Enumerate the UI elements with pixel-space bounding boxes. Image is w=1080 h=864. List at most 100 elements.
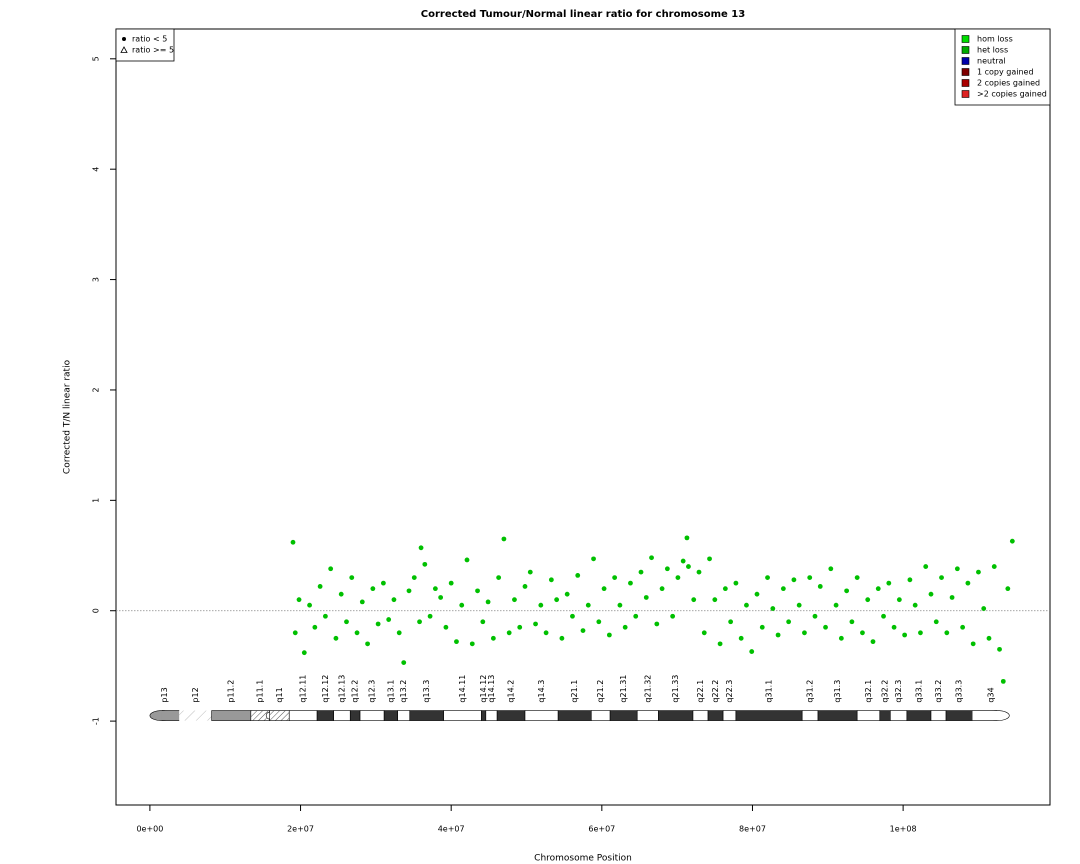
data-point <box>970 641 976 647</box>
ideogram-band <box>856 710 881 721</box>
band-label: q21.32 <box>643 675 652 703</box>
data-point <box>939 575 944 581</box>
band-label: q32.2 <box>881 680 890 703</box>
data-point <box>860 630 865 636</box>
ideogram-band <box>557 710 592 721</box>
data-point <box>1005 586 1011 592</box>
data-point <box>538 602 544 608</box>
data-point <box>359 599 365 605</box>
data-point <box>891 624 897 630</box>
ideogram-band <box>481 710 487 721</box>
data-point <box>854 575 860 581</box>
legend-label: hom loss <box>977 35 1013 44</box>
band-label: q33.1 <box>914 680 923 703</box>
data-point <box>918 630 923 636</box>
legend-label: >2 copies gained <box>977 90 1047 99</box>
data-point <box>949 595 955 600</box>
data-point <box>417 619 422 625</box>
data-point <box>812 613 818 619</box>
data-point <box>923 564 929 569</box>
data-point <box>670 613 676 619</box>
ideogram-band <box>609 710 638 721</box>
y-tick-label: 2 <box>92 387 101 392</box>
data-point <box>580 628 586 633</box>
data-point <box>976 569 981 575</box>
legend-box <box>954 28 1051 106</box>
band-label: q13.2 <box>399 680 408 703</box>
data-point <box>591 556 596 562</box>
data-point <box>496 575 502 581</box>
data-point <box>823 624 828 630</box>
band-label: q14.12 <box>479 675 488 703</box>
data-point <box>870 639 876 645</box>
data-point <box>780 586 786 592</box>
data-point <box>464 557 470 563</box>
ideogram-band <box>496 710 526 721</box>
data-point <box>480 619 486 625</box>
data-point <box>307 602 312 608</box>
data-point <box>606 632 612 638</box>
data-point <box>907 577 913 583</box>
data-point <box>902 632 908 638</box>
x-tick-label: 6e+07 <box>588 825 615 834</box>
data-point <box>501 536 507 542</box>
ideogram-band <box>211 710 252 721</box>
y-tick-label: 3 <box>92 277 101 282</box>
data-point <box>628 580 633 586</box>
band-label: q14.2 <box>507 680 516 703</box>
ideogram-band <box>397 710 411 721</box>
data-point <box>696 569 702 575</box>
data-point <box>686 564 691 569</box>
data-point <box>960 624 966 630</box>
data-point <box>933 619 939 625</box>
data-point <box>349 575 355 581</box>
data-point <box>328 566 334 572</box>
ideogram-band <box>890 710 908 721</box>
data-point <box>1009 538 1015 544</box>
data-point <box>802 630 807 636</box>
ideogram-band <box>359 710 385 721</box>
data-point <box>617 602 623 608</box>
legend-label: het loss <box>977 46 1008 55</box>
data-point <box>965 580 971 586</box>
data-point <box>722 586 728 592</box>
data-point <box>770 606 776 611</box>
ideogram-band <box>443 710 482 721</box>
data-point <box>448 580 454 586</box>
data-point <box>986 635 992 641</box>
band-label: q22.2 <box>711 680 720 703</box>
y-tick-label: 5 <box>92 56 101 61</box>
ideogram-band <box>658 710 694 721</box>
band-label: q33.3 <box>955 680 964 703</box>
data-point <box>1000 678 1006 684</box>
data-point <box>322 613 328 619</box>
band-label: p11.2 <box>227 680 236 703</box>
ideogram-band <box>879 710 891 721</box>
data-point <box>443 624 449 630</box>
legend-label: ratio < 5 <box>132 35 167 44</box>
data-point <box>296 597 302 603</box>
data-point <box>375 621 381 627</box>
data-point <box>522 584 528 589</box>
data-point <box>301 650 307 656</box>
data-point <box>559 635 565 641</box>
data-point <box>292 630 298 636</box>
ideogram-band <box>707 710 724 721</box>
data-point <box>881 613 886 619</box>
legend-label: 2 copies gained <box>977 79 1040 88</box>
data-point <box>490 635 496 641</box>
y-tick-label: 0 <box>92 608 101 613</box>
x-tick-label: 4e+07 <box>438 825 465 834</box>
data-point <box>475 588 480 594</box>
data-point <box>717 641 723 647</box>
band-label: q12.11 <box>299 675 308 703</box>
data-point <box>733 580 739 586</box>
data-point <box>338 591 344 597</box>
legend-swatch <box>961 57 970 65</box>
data-point <box>849 619 855 625</box>
data-point <box>684 535 690 541</box>
data-point <box>570 613 575 619</box>
band-label: q22.3 <box>725 680 734 703</box>
band-label: q12.12 <box>321 675 330 703</box>
